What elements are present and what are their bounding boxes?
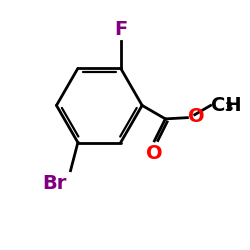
- Text: Br: Br: [42, 174, 66, 193]
- Text: O: O: [146, 144, 163, 163]
- Text: F: F: [114, 20, 127, 40]
- Text: CH: CH: [211, 96, 242, 115]
- Text: O: O: [188, 107, 204, 126]
- Text: 3: 3: [224, 101, 233, 114]
